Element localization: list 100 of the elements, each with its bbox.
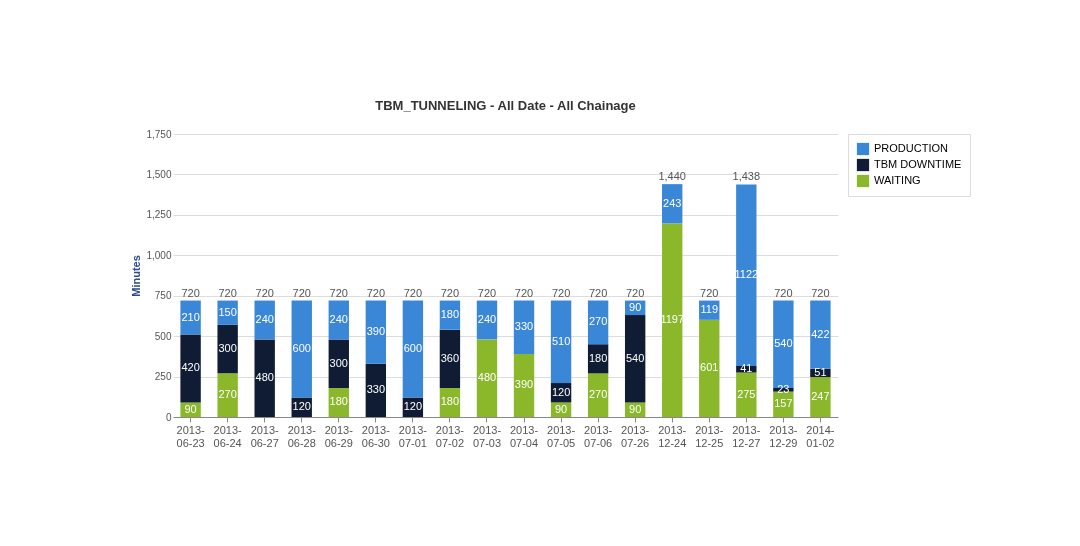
data-label: 90 [554, 402, 568, 415]
x-tick-label: 2013-07-04 [509, 423, 539, 449]
total-label: 720 [700, 286, 719, 299]
x-tick-label: 2013-07-26 [621, 423, 650, 449]
data-label: 120 [403, 400, 423, 413]
bar [180, 300, 201, 335]
y-tick-label: 0 [165, 411, 172, 423]
data-label: 240 [477, 312, 497, 325]
y-tick-label: 500 [154, 330, 172, 342]
data-label: 247 [811, 390, 830, 403]
bar [217, 373, 238, 417]
bar [217, 324, 238, 374]
total-label: 720 [551, 286, 571, 299]
data-label: 300 [329, 356, 348, 369]
x-tick-label: 2013-06-29 [324, 423, 354, 449]
total-label: 1,440 [658, 170, 686, 183]
data-label: 600 [403, 342, 423, 355]
data-label: 90 [629, 300, 642, 313]
y-axis-title: Minutes [130, 255, 143, 297]
total-label: 720 [477, 286, 497, 299]
bar [736, 184, 757, 366]
x-tick-label: 2013-12-27 [732, 423, 761, 449]
bar [513, 353, 535, 417]
data-label: 510 [551, 334, 571, 347]
bar [476, 339, 498, 417]
y-tick-label: 1,000 [146, 249, 172, 261]
data-label: 540 [774, 337, 793, 350]
data-label: 601 [700, 361, 719, 374]
x-tick-label: 2013-12-29 [769, 423, 798, 449]
data-label: 270 [588, 388, 608, 401]
x-tick-label: 2013-06-23 [176, 423, 205, 449]
x-tick-label: 2013-12-25 [695, 423, 724, 449]
data-label: 540 [625, 351, 645, 364]
data-label: 275 [737, 387, 756, 400]
y-tick-label: 1,750 [146, 128, 172, 140]
bar [254, 339, 275, 417]
x-tick-label: 2014-01-02 [806, 423, 835, 449]
total-label: 720 [218, 286, 237, 299]
data-label: 420 [181, 361, 200, 374]
y-tick-label: 250 [154, 371, 172, 383]
bar [624, 315, 646, 403]
data-label: 300 [218, 342, 237, 355]
data-label: 360 [440, 351, 460, 364]
data-label: 390 [514, 378, 534, 391]
data-label: 330 [514, 320, 534, 333]
total-label: 720 [625, 286, 645, 299]
data-label: 41 [740, 362, 753, 375]
bar [180, 334, 201, 403]
total-label: 720 [292, 286, 311, 299]
data-label: 51 [814, 365, 827, 378]
data-label: 120 [551, 385, 571, 398]
data-label: 180 [440, 308, 460, 321]
data-label: 480 [477, 371, 497, 384]
data-label: 243 [663, 196, 682, 209]
data-label: 422 [811, 327, 830, 340]
x-tick-label: 2013-07-06 [584, 423, 613, 449]
data-label: 119 [700, 303, 719, 316]
data-label: 90 [184, 402, 197, 415]
data-label: 210 [181, 310, 200, 323]
data-label: 150 [218, 305, 237, 318]
total-label: 720 [440, 286, 460, 299]
x-tick-label: 2013-06-27 [250, 423, 280, 449]
total-label: 720 [588, 286, 608, 299]
bar [550, 300, 572, 384]
total-label: 720 [403, 286, 423, 299]
total-label: 720 [514, 286, 534, 299]
total-label: 720 [329, 286, 348, 299]
bar [291, 300, 312, 398]
bar [662, 223, 683, 417]
total-label: 1,438 [732, 170, 761, 183]
bar [699, 319, 720, 417]
data-label: 90 [629, 402, 642, 415]
x-tick-label: 2013-07-03 [472, 423, 502, 449]
data-label: 480 [255, 371, 274, 384]
data-label: 600 [292, 342, 311, 355]
y-tick-label: 1,500 [146, 168, 172, 180]
data-label: 157 [774, 397, 793, 410]
total-label: 720 [255, 286, 274, 299]
y-tick-label: 1,250 [146, 209, 172, 221]
data-label: 270 [588, 315, 608, 328]
chart-title: TBM_TUNNELING - All Date - All Chainage [375, 98, 636, 113]
data-label: 120 [292, 400, 311, 413]
data-label: 330 [366, 383, 386, 396]
data-label: 180 [440, 395, 460, 408]
x-tick-label: 2013-07-01 [398, 423, 428, 449]
bar [402, 300, 424, 398]
x-tick-label: 2013-06-30 [361, 423, 391, 449]
x-tick-label: 2013-06-24 [213, 423, 243, 449]
x-tick-label: 2013-06-28 [287, 423, 317, 449]
data-label: 240 [329, 312, 348, 325]
total-label: 720 [181, 286, 200, 299]
legend-label: TBM DOWNTIME [874, 158, 962, 170]
bar [810, 377, 831, 417]
data-label: 180 [588, 351, 608, 364]
total-label: 720 [366, 286, 386, 299]
legend-label: PRODUCTION [874, 142, 948, 154]
x-tick-label: 2013-12-24 [658, 423, 687, 449]
y-tick-label: 750 [154, 290, 172, 302]
data-label: 240 [255, 312, 274, 325]
total-label: 720 [811, 286, 830, 299]
